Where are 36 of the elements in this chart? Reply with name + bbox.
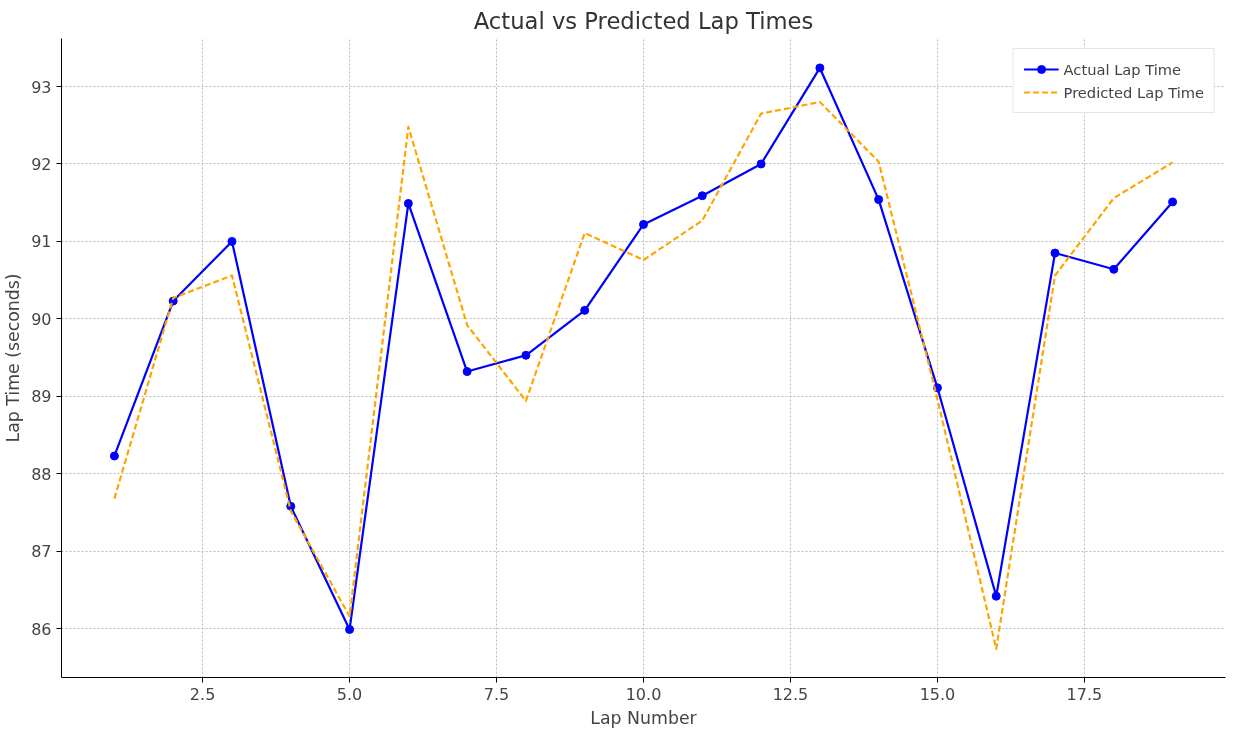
y-tick-label: 88 bbox=[31, 464, 52, 484]
y-tick-label: 90 bbox=[31, 309, 52, 329]
point bbox=[991, 591, 1001, 601]
point bbox=[521, 350, 531, 360]
point bbox=[1050, 248, 1060, 258]
y-tick-label: 89 bbox=[31, 387, 52, 407]
x-tick-label: 17.5 bbox=[1066, 684, 1103, 704]
legend-label: Predicted Lap Time bbox=[1063, 83, 1204, 101]
y-axis-title: Lap Time (seconds) bbox=[3, 273, 24, 443]
point bbox=[227, 236, 237, 246]
y-tick-label: 93 bbox=[31, 77, 52, 97]
point bbox=[403, 198, 413, 208]
x-tick-label: 12.5 bbox=[772, 684, 809, 704]
point bbox=[756, 159, 766, 169]
point bbox=[639, 219, 648, 229]
point bbox=[109, 451, 119, 461]
chart-title: Actual vs Predicted Lap Times bbox=[473, 7, 814, 34]
x-tick-label: 10.0 bbox=[625, 684, 662, 704]
point bbox=[815, 63, 825, 73]
x-axis-title: Lap Number bbox=[590, 707, 698, 728]
point bbox=[874, 195, 884, 205]
point bbox=[345, 624, 355, 634]
legend-label: Actual Lap Time bbox=[1063, 60, 1182, 78]
point bbox=[1168, 197, 1178, 207]
x-tick-label: 2.5 bbox=[189, 684, 216, 704]
y-tick-label: 92 bbox=[31, 154, 52, 174]
y-tick-label: 87 bbox=[31, 542, 52, 562]
y-tick-label: 86 bbox=[31, 619, 52, 639]
y-tick-label: 91 bbox=[31, 232, 52, 252]
x-tick-label: 15.0 bbox=[919, 684, 956, 704]
point bbox=[462, 367, 472, 377]
x-tick-label: 7.5 bbox=[483, 684, 510, 704]
point bbox=[697, 191, 707, 201]
point bbox=[1109, 264, 1119, 274]
x-tick-label: 5.0 bbox=[336, 684, 363, 704]
point bbox=[580, 305, 590, 315]
